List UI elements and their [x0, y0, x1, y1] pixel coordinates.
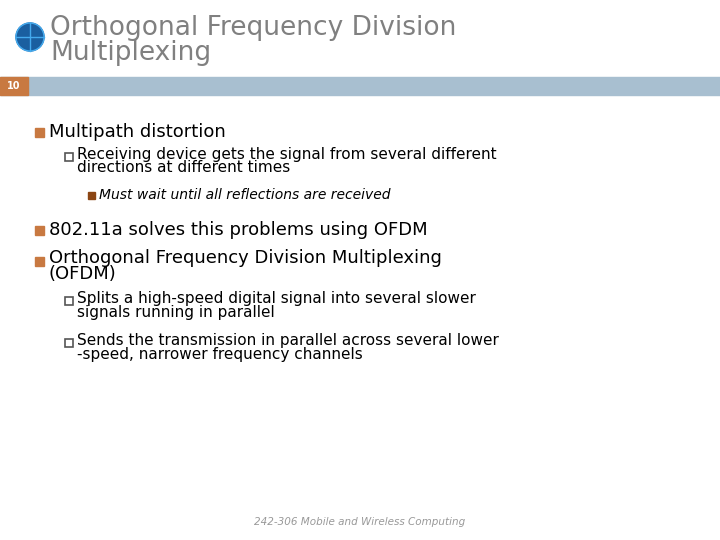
Text: Orthogonal Frequency Division: Orthogonal Frequency Division	[50, 15, 456, 41]
Text: Multiplexing: Multiplexing	[50, 40, 211, 66]
Bar	[65, 339, 73, 347]
Bar	[0, 77, 720, 95]
Text: Receiving device gets the signal from several different: Receiving device gets the signal from se…	[77, 146, 497, 161]
Bar	[35, 127, 44, 137]
Text: signals running in parallel: signals running in parallel	[77, 305, 275, 320]
Bar	[65, 153, 73, 161]
Text: Splits a high-speed digital signal into several slower: Splits a high-speed digital signal into …	[77, 291, 476, 306]
Bar	[88, 192, 95, 199]
Text: Orthogonal Frequency Division Multiplexing: Orthogonal Frequency Division Multiplexi…	[49, 249, 442, 267]
Text: 802.11a solves this problems using OFDM: 802.11a solves this problems using OFDM	[49, 221, 428, 239]
Text: directions at different times: directions at different times	[77, 160, 290, 176]
Bar	[0, 77, 28, 95]
Text: (OFDM): (OFDM)	[49, 265, 117, 283]
Text: 242-306 Mobile and Wireless Computing: 242-306 Mobile and Wireless Computing	[254, 517, 466, 527]
Circle shape	[16, 23, 44, 51]
Text: Must wait until all reflections are received: Must wait until all reflections are rece…	[99, 188, 390, 202]
Bar	[35, 257, 44, 266]
Text: Sends the transmission in parallel across several lower: Sends the transmission in parallel acros…	[77, 333, 499, 348]
Text: Multipath distortion: Multipath distortion	[49, 123, 226, 141]
Bar	[35, 226, 44, 234]
Bar	[65, 297, 73, 305]
Text: -speed, narrower frequency channels: -speed, narrower frequency channels	[77, 347, 363, 361]
Text: 10: 10	[7, 81, 21, 91]
